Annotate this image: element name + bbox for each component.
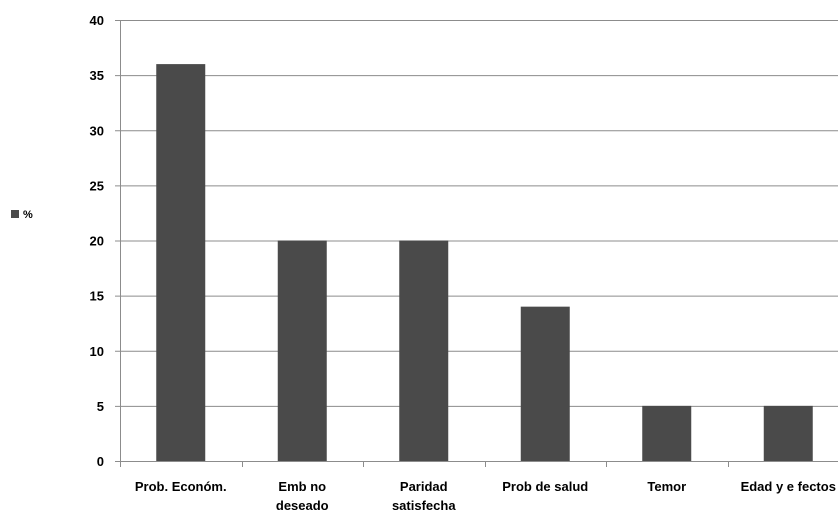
bar-1 (277, 240, 327, 461)
bar-3 (520, 306, 570, 461)
legend-label: % (23, 209, 33, 221)
x-category-label-1: Emb no deseado (276, 479, 329, 513)
y-tick-label-15: 15 (90, 289, 104, 304)
y-tick-label-40: 40 (90, 13, 104, 28)
y-tick-label-25: 25 (90, 178, 104, 193)
legend: % (11, 209, 33, 221)
legend-swatch (11, 210, 19, 218)
y-tick-label-10: 10 (90, 344, 104, 359)
bar-5 (763, 405, 813, 461)
x-category-label-2: Paridad satisfecha (392, 479, 456, 513)
x-category-label-3: Prob de salud (502, 479, 588, 494)
y-tick-label-0: 0 (97, 454, 104, 469)
y-tick-label-35: 35 (90, 68, 104, 83)
y-tick-label-30: 30 (90, 123, 104, 138)
bar-4 (642, 405, 692, 461)
x-category-label-4: Temor (647, 479, 686, 494)
bar-2 (399, 240, 449, 461)
y-axis-tick-labels: 0 5 10 15 20 25 30 35 40 (90, 13, 104, 469)
x-category-label-5: Edad y e fectos (741, 479, 836, 494)
x-axis-category-labels: Prob. Económ. Emb no deseado Paridad satisfe… (135, 479, 836, 513)
y-tick-label-5: 5 (97, 399, 104, 414)
x-category-label-0: Prob. Económ. (135, 479, 227, 494)
bar-0 (156, 64, 206, 461)
bars (156, 64, 813, 461)
axes (115, 20, 838, 467)
y-tick-label-20: 20 (90, 234, 104, 249)
gridlines (120, 20, 838, 407)
